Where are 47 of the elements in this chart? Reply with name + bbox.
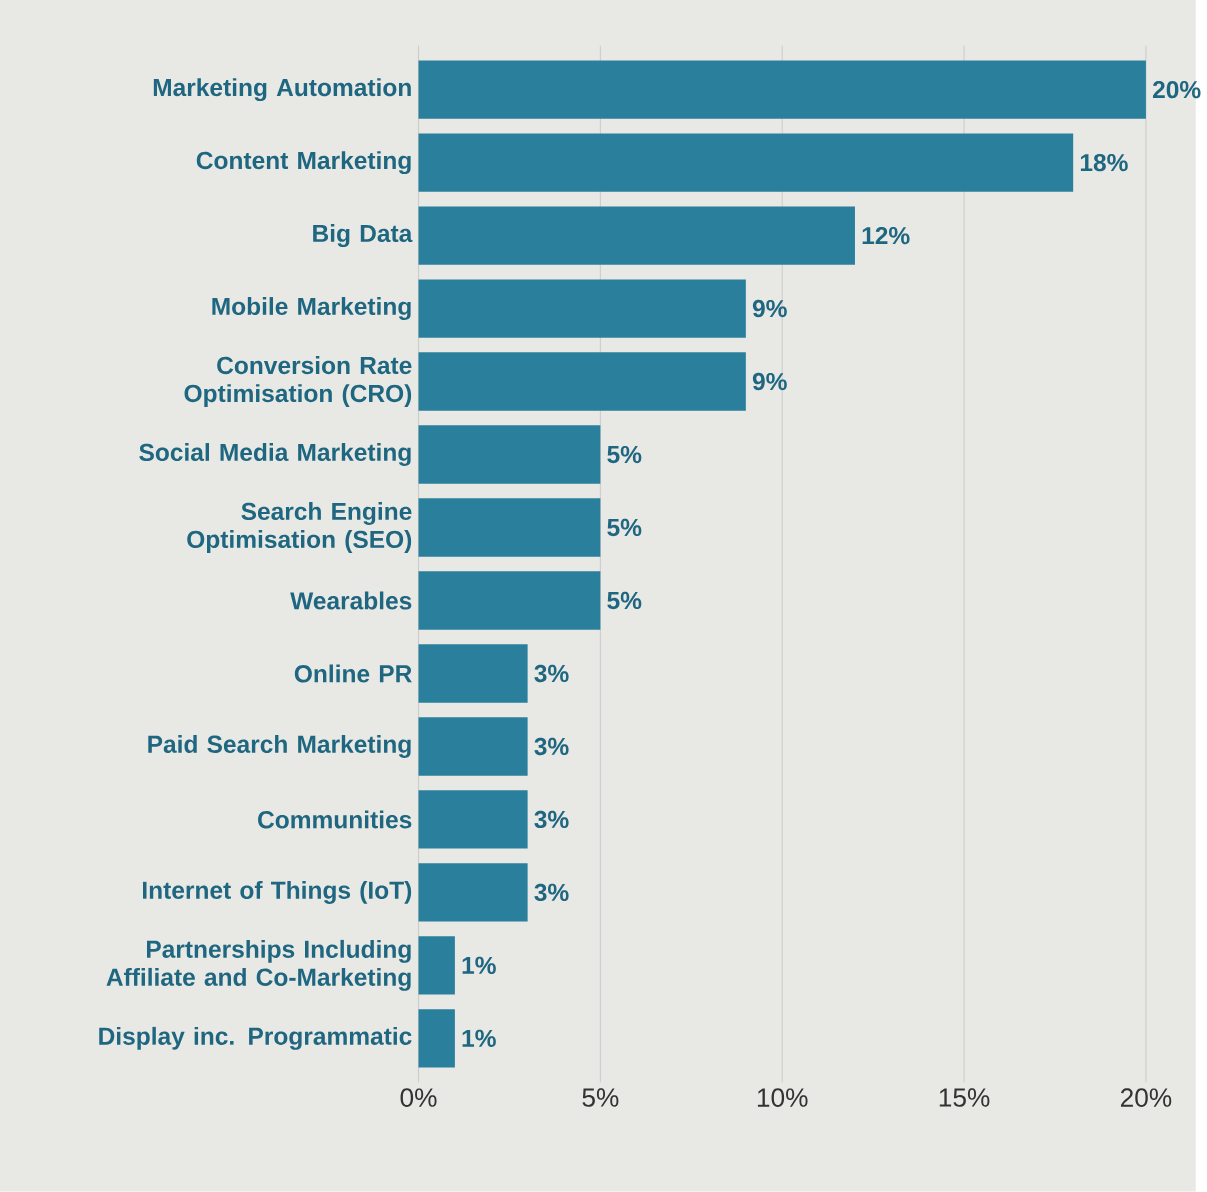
x-tick-label: 20% <box>1120 1088 1172 1108</box>
y-tick-label: Communities <box>258 810 412 829</box>
bar <box>418 425 601 484</box>
bar <box>418 498 601 557</box>
x-tick-label: 15% <box>939 1088 990 1107</box>
y-tick-label: Marketing Automation <box>153 78 411 102</box>
bar <box>418 571 601 630</box>
bar <box>418 352 746 411</box>
y-tick-label: Content Marketing <box>196 151 411 175</box>
data-label: 1% <box>462 1029 496 1048</box>
bar <box>418 1009 455 1068</box>
data-label: 5% <box>607 518 642 537</box>
data-label: 5% <box>607 446 642 464</box>
x-tick-label: 10% <box>757 1088 808 1108</box>
y-tick-label: Social Media Marketing <box>139 443 411 467</box>
y-tick-label: Search Engine Optimisation (SEO) <box>187 502 412 554</box>
bar <box>418 279 746 338</box>
y-tick-label: Big Data <box>313 224 413 248</box>
bar <box>418 60 1146 119</box>
data-label: 3% <box>534 737 569 756</box>
x-tick-label: 5% <box>582 1088 619 1107</box>
y-tick-label: Paid Search Marketing <box>148 735 411 759</box>
data-label: 12% <box>862 227 910 245</box>
data-label: 1% <box>462 956 496 975</box>
data-label: 18% <box>1080 154 1128 172</box>
data-label: 3% <box>534 664 569 683</box>
data-label: 9% <box>752 372 787 391</box>
bar <box>418 644 528 703</box>
y-tick-label: Online PR <box>294 664 412 683</box>
y-tick-label: Display inc. Programmatic <box>99 1027 412 1050</box>
data-label: 3% <box>534 810 569 829</box>
bar <box>418 790 528 849</box>
data-label: 5% <box>607 591 642 610</box>
bar <box>418 936 455 995</box>
y-tick-label: Conversion Rate Optimisation (CRO) <box>184 356 412 408</box>
y-tick-label: Internet of Things (IoT) <box>142 881 412 905</box>
x-tick-label: 0% <box>400 1088 437 1108</box>
y-tick-label: Wearables <box>290 591 412 610</box>
bar <box>418 717 528 776</box>
y-tick-label: Mobile Marketing <box>212 297 411 321</box>
bar <box>418 863 528 922</box>
y-tick-label: Partnerships Including Affiliate and Co-Marketing <box>106 940 411 991</box>
data-label: 20% <box>1152 81 1201 99</box>
bar <box>418 133 1074 192</box>
data-label: 9% <box>752 300 787 318</box>
data-label: 3% <box>534 883 569 902</box>
bar <box>418 206 855 265</box>
